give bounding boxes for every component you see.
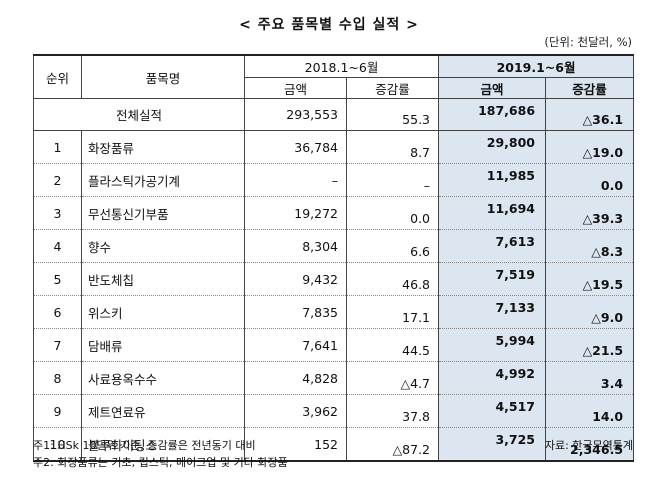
amount-2018-cell: 3,962 <box>244 394 347 428</box>
change-2018-cell: 8.7 <box>345 130 440 164</box>
amount-2018-cell: – <box>244 163 347 197</box>
table-title: < 주요 품목별 수입 실적 > <box>239 17 419 33</box>
header-amount-2018: 금액 <box>244 77 347 99</box>
amount-2018-cell: 152 <box>244 427 347 462</box>
total-change-2018: 55.3 <box>345 98 440 131</box>
table-row: 3 무선통신기부품 19,272 0.0 11,694 △39.3 <box>33 196 635 230</box>
item-cell: 위스키 <box>81 295 245 329</box>
rank-cell: 9 <box>33 394 82 428</box>
rank-cell: 6 <box>33 295 82 329</box>
table-row: 1 화장품류 36,784 8.7 29,800 △19.0 <box>33 130 635 164</box>
unit-label: (단위: 천달러, %) <box>544 35 632 49</box>
rank-cell: 8 <box>33 361 82 395</box>
amount-2018-cell: 4,828 <box>244 361 347 395</box>
source-label: 자료: 한국무역통계 <box>544 439 633 452</box>
change-2019-cell: △39.3 <box>545 196 635 230</box>
total-amount-2019: 187,686 <box>438 98 547 131</box>
amount-2019-cell: 7,519 <box>438 262 547 296</box>
change-2018-cell: △4.7 <box>345 361 440 395</box>
item-cell: 무선통신기부품 <box>81 196 245 230</box>
rank-cell: 2 <box>33 163 82 197</box>
change-2018-cell: 0.0 <box>345 196 440 230</box>
amount-2019-cell: 4,992 <box>438 361 547 395</box>
header-change-2019: 증감률 <box>545 77 635 99</box>
item-cell: 플라스틱가공기계 <box>81 163 245 197</box>
item-cell: 사료용옥수수 <box>81 361 245 395</box>
change-2019-cell: 2,346.5 <box>545 427 635 462</box>
amount-2018-cell: 9,432 <box>244 262 347 296</box>
table-row: 7 담배류 7,641 44.5 5,994 △21.5 <box>33 328 635 362</box>
amount-2018-cell: 36,784 <box>244 130 347 164</box>
table-row: 2 플라스틱가공기계 – –11,985 0.0 <box>33 163 635 197</box>
amount-2019-cell: 5,994 <box>438 328 547 362</box>
header-amount-2019: 금액 <box>438 77 547 99</box>
change-2019-cell: 3.4 <box>545 361 635 395</box>
amount-2019-cell: 11,985 <box>438 163 547 197</box>
change-2019-cell: 14.0 <box>545 394 635 428</box>
amount-2019-cell: 29,800 <box>438 130 547 164</box>
rank-cell: 3 <box>33 196 82 230</box>
amount-2018-cell: 7,835 <box>244 295 347 329</box>
header-period-2019: 2019.1~6월 <box>438 54 635 78</box>
amount-2018-cell: 8,304 <box>244 229 347 263</box>
item-cell: 제트연료유 <box>81 394 245 428</box>
rank-cell: 10 <box>33 427 82 462</box>
rank-cell: 4 <box>33 229 82 263</box>
total-row: 전체실적 293,553 55.3 187,686 △36.1 <box>33 98 635 131</box>
table-row: 6 위스키 7,835 17.1 7,133 △9.0 <box>33 295 635 329</box>
amount-2019-cell: 7,133 <box>438 295 547 329</box>
change-2018-cell: 17.1 <box>345 295 440 329</box>
amount-2018-cell: 7,641 <box>244 328 347 362</box>
amount-2019-cell: 11,694 <box>438 196 547 230</box>
total-label: 전체실적 <box>33 98 245 131</box>
amount-2019-cell: 3,725 <box>438 427 547 462</box>
amount-2019-cell: 4,517 <box>438 394 547 428</box>
header-rank: 순위 <box>33 54 82 99</box>
amount-2019-cell: 7,613 <box>438 229 547 263</box>
header-period-2018: 2018.1~6월 <box>243 54 440 78</box>
change-2019-cell: △9.0 <box>545 295 635 329</box>
item-cell: 담배류 <box>81 328 245 362</box>
item-cell: 향수 <box>81 229 245 263</box>
header-change-2018: 증감률 <box>345 77 440 99</box>
item-cell: 화장품류 <box>81 130 245 164</box>
change-2018-cell: 6.6 <box>345 229 440 263</box>
table-row: 10 블루화이팅스 152 △87.2 3,725 2,346.5 <box>33 427 635 462</box>
import-table: 순위 품목명 2018.1~6월 2019.1~6월 금액 증감률 금액 증감률… <box>33 54 635 462</box>
change-2019-cell: △8.3 <box>545 229 635 263</box>
change-2019-cell: △19.0 <box>545 130 635 164</box>
change-2018-cell: △87.2 <box>345 427 440 462</box>
total-amount-2018: 293,553 <box>244 98 347 131</box>
change-2019-cell: △19.5 <box>545 262 635 296</box>
table-row: 9 제트연료유 3,962 37.8 4,517 14.0 <box>33 394 635 428</box>
change-2018-cell: 37.8 <box>345 394 440 428</box>
table-row: 4 향수 8,304 6.6 7,613 △8.3 <box>33 229 635 263</box>
item-cell: 반도체칩 <box>81 262 245 296</box>
change-2018-cell: 46.8 <box>345 262 440 296</box>
change-2019-cell: 0.0 <box>545 163 635 197</box>
change-2018-cell: 44.5 <box>345 328 440 362</box>
table-row: 8 사료용옥수수 4,828 △4.7 4,992 3.4 <box>33 361 635 395</box>
item-cell: 블루화이팅스 <box>81 427 245 462</box>
total-change-2019: △36.1 <box>545 98 635 131</box>
amount-2018-cell: 19,272 <box>244 196 347 230</box>
change-2018-cell: – <box>345 163 440 197</box>
rank-cell: 5 <box>33 262 82 296</box>
rank-cell: 7 <box>33 328 82 362</box>
footnote-1: 주1: HSk 10단위 기준, 증감률은 전년동기 대비 <box>33 439 256 452</box>
rank-cell: 1 <box>33 130 82 164</box>
footnotes: 주1: HSk 10단위 기준, 증감률은 전년동기 대비 주2: 화장품류는 … <box>33 437 288 471</box>
footnote-2: 주2: 화장품류는 기초, 립스틱, 메이크업 및 기타 화장품 <box>33 456 288 469</box>
header-item: 품목명 <box>81 54 245 99</box>
change-2019-cell: △21.5 <box>545 328 635 362</box>
table-row: 5 반도체칩 9,432 46.8 7,519 △19.5 <box>33 262 635 296</box>
